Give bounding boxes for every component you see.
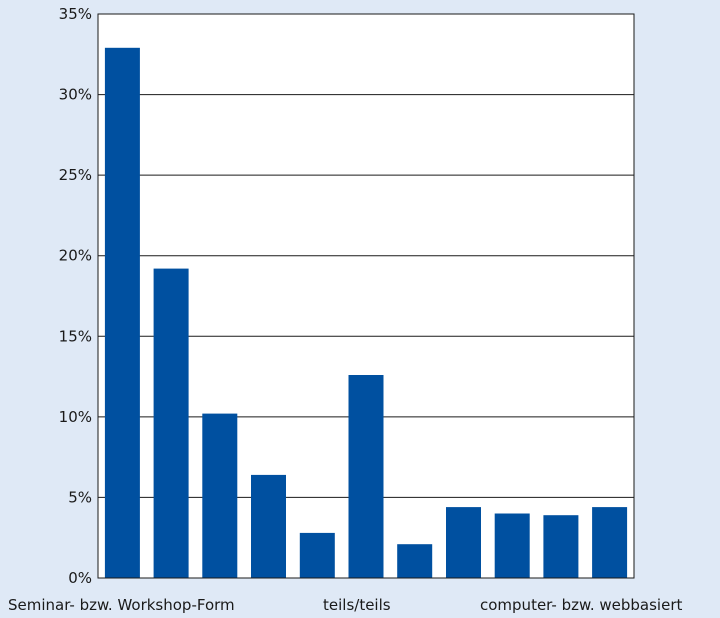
y-tick-label: 35% [59,5,92,23]
y-tick-label: 20% [59,247,92,265]
bar [202,413,238,578]
category-label: computer- bzw. webbasiert [480,596,682,614]
bar [543,515,579,578]
bar [104,47,140,579]
bar [299,532,335,578]
bars [104,47,628,579]
category-label: Seminar- bzw. Workshop-Form [8,596,235,614]
category-label: teils/teils [323,596,391,614]
y-tick-label: 0% [68,569,92,587]
bar [153,268,189,578]
y-tick-label: 5% [68,488,92,506]
plot-frame [97,13,635,579]
bar [494,513,530,578]
y-tick-label: 15% [59,327,92,345]
bar [446,507,481,578]
y-tick-label: 30% [59,86,92,104]
bar [251,474,286,578]
y-tick-label: 25% [59,166,92,184]
bar [397,544,433,578]
y-axis-ticks: 0% 5% 10% 15% 20% 25% 30% 35% [59,5,92,587]
category-labels: Seminar- bzw. Workshop-Form teils/teils … [8,596,682,614]
bar [592,507,628,578]
bar [348,375,384,578]
y-tick-label: 10% [59,408,92,426]
